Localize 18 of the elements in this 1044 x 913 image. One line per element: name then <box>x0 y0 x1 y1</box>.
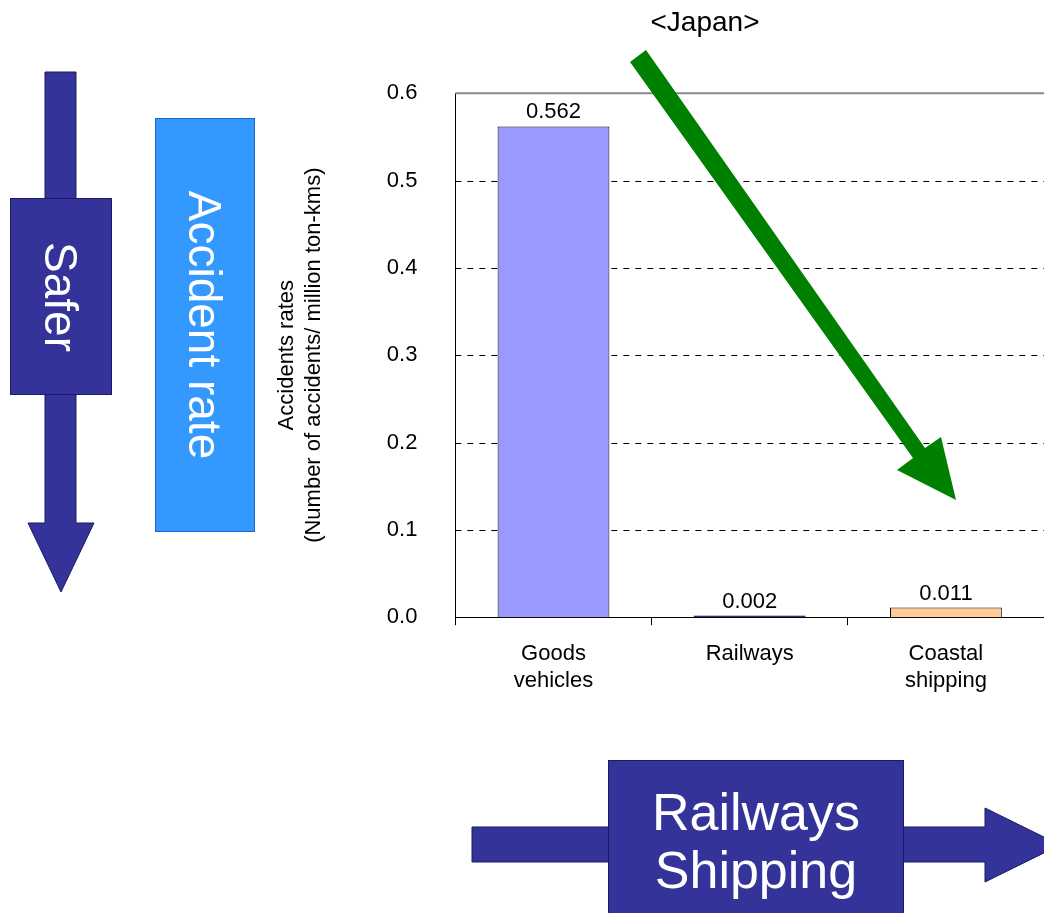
y-tick-label: 0.3 <box>386 341 418 367</box>
data-label: 0.011 <box>919 579 973 605</box>
text: Safer <box>34 241 88 352</box>
y-tick-label: 0.6 <box>386 79 418 105</box>
y-tick-label: 0.4 <box>386 253 418 279</box>
data-label: 0.002 <box>722 587 778 613</box>
x-tick-label: Coastal shipping <box>904 640 987 692</box>
y-tick-label: 0.0 <box>386 603 418 629</box>
x-tick-label: Goods vehicles <box>513 640 594 692</box>
text: Accident rate <box>178 190 232 460</box>
data-label: 0.562 <box>525 98 582 124</box>
y-tick-label: 0.2 <box>386 428 418 454</box>
y-axis-title: Accidents rates (Number of accidents/ million ton-kms) <box>273 167 325 543</box>
y-tick-label: 0.5 <box>386 166 418 192</box>
y-tick-label: 0.1 <box>386 515 418 541</box>
text: Railways Shipping <box>651 783 861 899</box>
x-tick-label: Railways <box>705 640 794 666</box>
chart-title: <Japan> <box>649 6 761 38</box>
